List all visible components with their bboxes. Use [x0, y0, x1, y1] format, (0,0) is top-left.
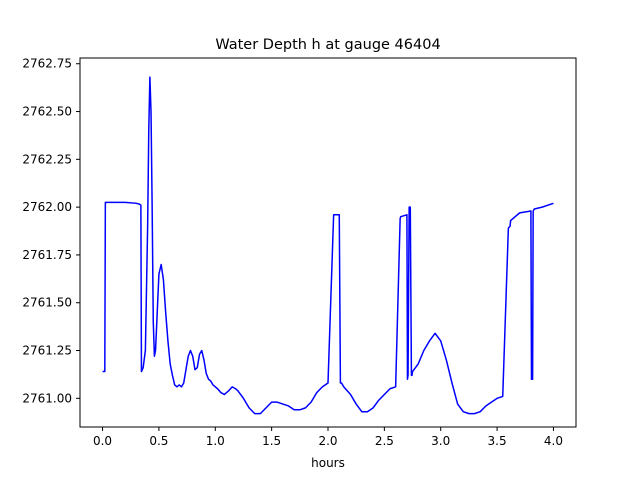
x-tick-label: 2.5	[375, 434, 394, 448]
y-tick-label: 2761.75	[22, 248, 72, 262]
x-tick-label: 0.0	[93, 434, 112, 448]
y-tick-label: 2761.00	[22, 391, 72, 405]
y-tick-label: 2762.50	[22, 105, 72, 119]
y-tick-label: 2762.75	[22, 57, 72, 71]
x-tick-label: 1.5	[262, 434, 281, 448]
x-tick-label: 4.0	[544, 434, 563, 448]
x-tick-label: 3.5	[488, 434, 507, 448]
y-tick-label: 2762.25	[22, 152, 72, 166]
y-tick-label: 2761.25	[22, 344, 72, 358]
x-tick-label: 1.0	[206, 434, 225, 448]
x-tick-label: 2.0	[318, 434, 337, 448]
x-tick-label: 3.0	[431, 434, 450, 448]
series-layer	[102, 76, 554, 415]
chart-title: Water Depth h at gauge 46404	[215, 37, 440, 53]
x-tick-label: 0.5	[149, 434, 168, 448]
y-axis-ticks: 2761.00 2761.25 2761.50 2761.75 2762.00 2762.…	[22, 57, 80, 405]
y-tick-label: 2761.50	[22, 296, 72, 310]
x-axis-label: hours	[311, 456, 345, 470]
x-axis-ticks: 0.0 0.5 1.0 1.5 2.0 2.5 3.0 3.5 4.0	[93, 427, 563, 448]
y-tick-label: 2762.00	[22, 200, 72, 214]
series-line-0	[102, 76, 554, 415]
